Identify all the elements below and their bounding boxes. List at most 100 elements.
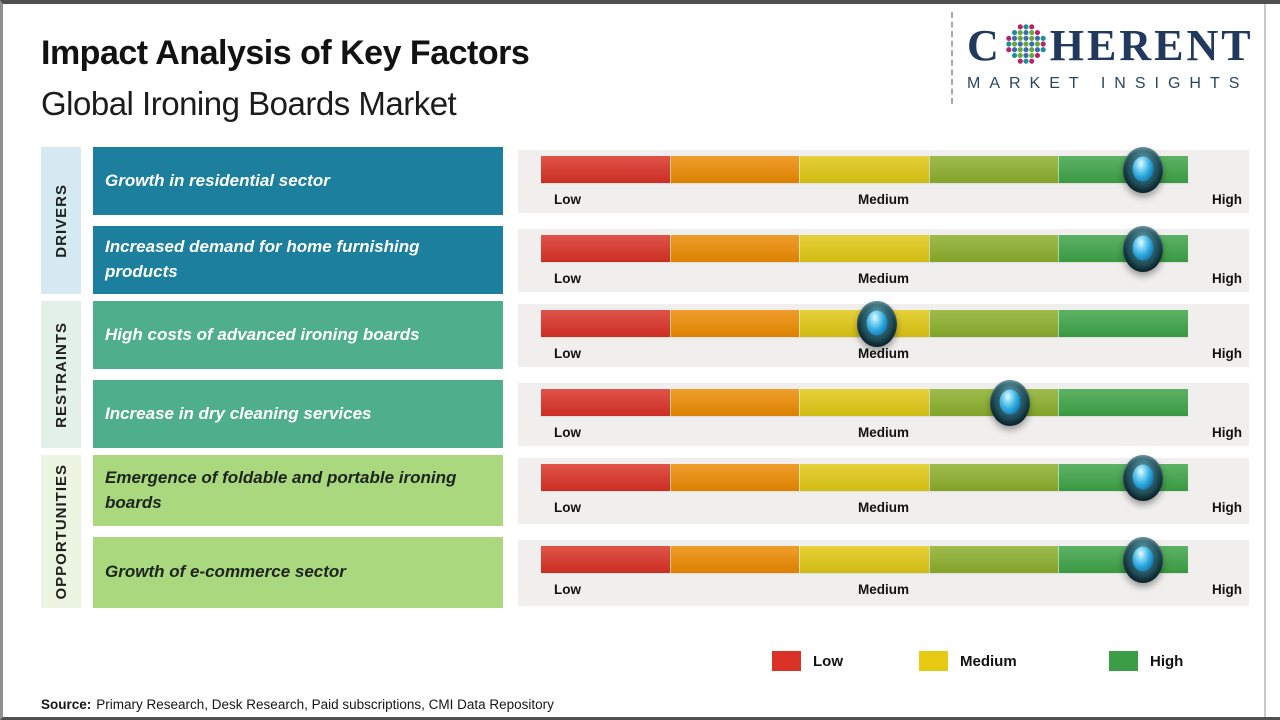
scale-segment: [928, 464, 1059, 491]
group-rows-drivers: Growth in residential sector Low Medium Hig…: [93, 147, 1249, 294]
impact-marker: [1122, 147, 1163, 193]
factor-row: High costs of advanced ironing boards Low…: [93, 301, 1249, 369]
scale-label-low: Low: [554, 500, 581, 515]
brand-letters-rest: HERENT: [1049, 21, 1254, 70]
impact-gradient-bar: [541, 310, 1188, 337]
scale-segment: [669, 235, 800, 262]
scale-label-high: High: [1212, 500, 1242, 515]
factor-label: Emergence of foldable and portable ironi…: [105, 467, 457, 512]
legend-item-low: Low: [772, 651, 843, 671]
factor-label: Increased demand for home furnishing pro…: [105, 237, 420, 281]
impact-scale-panel: Low Medium High: [518, 147, 1249, 213]
scale-segment: [799, 235, 929, 262]
legend: Low Medium High: [3, 651, 1280, 673]
scale-segment: [541, 464, 670, 491]
scale-segment: [541, 389, 670, 416]
scale-segment: [928, 235, 1059, 262]
impact-gradient-bar: [541, 389, 1188, 416]
factor-box: Growth in residential sector: [93, 147, 503, 215]
scale-label-medium: Medium: [857, 582, 910, 597]
scale-segment: [669, 310, 800, 337]
impact-gradient-bar: [541, 546, 1188, 573]
impact-scale-panel: Low Medium High: [518, 537, 1249, 606]
group-rail-opportunities: OPPORTUNITIES: [41, 455, 81, 608]
scale-label-high: High: [1212, 582, 1242, 597]
scale-segment: [799, 389, 929, 416]
scale-label-high: High: [1212, 271, 1242, 286]
scale-labels: Low Medium High: [518, 192, 1249, 210]
factor-box: High costs of advanced ironing boards: [93, 301, 503, 369]
impact-scale-panel: Low Medium High: [518, 380, 1249, 446]
scale-labels: Low Medium High: [518, 582, 1249, 600]
scale-segment: [1058, 464, 1188, 491]
page-subtitle: Global Ironing Boards Market: [41, 85, 457, 122]
factor-label: Growth of e-commerce sector: [105, 562, 346, 582]
scale-label-medium: Medium: [857, 346, 910, 361]
impact-gradient-bar: [541, 464, 1188, 491]
legend-swatch: [772, 651, 801, 671]
scale-segment: [669, 389, 800, 416]
scale-segment: [669, 156, 800, 183]
group-rail-drivers: DRIVERS: [41, 147, 81, 294]
brand-logo: C HERENT MARKET INSIGHTS: [951, 12, 1254, 104]
scale-label-low: Low: [554, 346, 581, 361]
group-rows-restraints: High costs of advanced ironing boards Low…: [93, 301, 1249, 448]
factor-row: Growth in residential sector Low Medium Hig…: [93, 147, 1249, 215]
source-label: Source:: [41, 697, 92, 712]
factor-row: Growth of e-commerce sector Low Medium High: [93, 537, 1249, 608]
factor-row: Increase in dry cleaning services Low Medi…: [93, 380, 1249, 448]
group-section-restraints: RESTRAINTS High costs of advanced ironing…: [41, 301, 1249, 448]
impact-marker: [857, 301, 898, 347]
impact-gradient-bar: [541, 235, 1188, 262]
scale-segment: [541, 546, 670, 573]
scale-segment: [799, 464, 929, 491]
scale-labels: Low Medium High: [518, 346, 1249, 364]
impact-scale-panel: Low Medium High: [518, 455, 1249, 524]
factor-box: Emergence of foldable and portable ironi…: [93, 455, 503, 526]
group-label-drivers: DRIVERS: [52, 183, 70, 258]
impact-scale-panel: Low Medium High: [518, 301, 1249, 367]
scale-label-high: High: [1212, 425, 1242, 440]
impact-marker: [1122, 537, 1163, 583]
source-text: Primary Research, Desk Research, Paid su…: [96, 697, 554, 712]
factor-label: High costs of advanced ironing boards: [105, 324, 420, 344]
scale-segment: [1058, 310, 1188, 337]
factor-row: Increased demand for home furnishing pro…: [93, 226, 1249, 294]
impact-gradient-bar: [541, 156, 1188, 183]
brand-tagline: MARKET INSIGHTS: [967, 75, 1249, 92]
page-right-border: [1264, 4, 1266, 717]
legend-label: Medium: [960, 652, 1017, 670]
scale-label-medium: Medium: [857, 425, 910, 440]
impact-marker: [1122, 455, 1163, 501]
factor-box: Growth of e-commerce sector: [93, 537, 503, 608]
scale-segment: [541, 156, 670, 183]
scale-labels: Low Medium High: [518, 425, 1249, 443]
scale-segment: [541, 235, 670, 262]
group-section-opportunities: OPPORTUNITIES Emergence of foldable and p…: [41, 455, 1249, 608]
group-rail-restraints: RESTRAINTS: [41, 301, 81, 448]
scale-label-high: High: [1212, 192, 1242, 207]
scale-label-medium: Medium: [857, 271, 910, 286]
page-title: Impact Analysis of Key Factors: [41, 34, 530, 72]
factor-row: Emergence of foldable and portable ironi…: [93, 455, 1249, 526]
scale-label-medium: Medium: [857, 500, 910, 515]
legend-swatch: [1109, 651, 1138, 671]
factor-label: Increase in dry cleaning services: [105, 403, 372, 423]
scale-segment: [928, 156, 1059, 183]
brand-letter-c: C: [967, 21, 1002, 70]
scale-segment: [799, 156, 929, 183]
scale-segment: [928, 310, 1059, 337]
impact-scale-panel: Low Medium High: [518, 226, 1249, 292]
factor-box: Increased demand for home furnishing pro…: [93, 226, 503, 294]
scale-label-low: Low: [554, 192, 581, 207]
scale-segment: [669, 546, 800, 573]
factor-box: Increase in dry cleaning services: [93, 380, 503, 448]
scale-label-medium: Medium: [857, 192, 910, 207]
legend-item-high: High: [1109, 651, 1183, 671]
scale-label-low: Low: [554, 425, 581, 440]
legend-swatch: [919, 651, 948, 671]
group-label-restraints: RESTRAINTS: [52, 321, 70, 428]
scale-labels: Low Medium High: [518, 271, 1249, 289]
title-block: Impact Analysis of Key Factors Global Ir…: [41, 34, 530, 123]
scale-segment: [669, 464, 800, 491]
